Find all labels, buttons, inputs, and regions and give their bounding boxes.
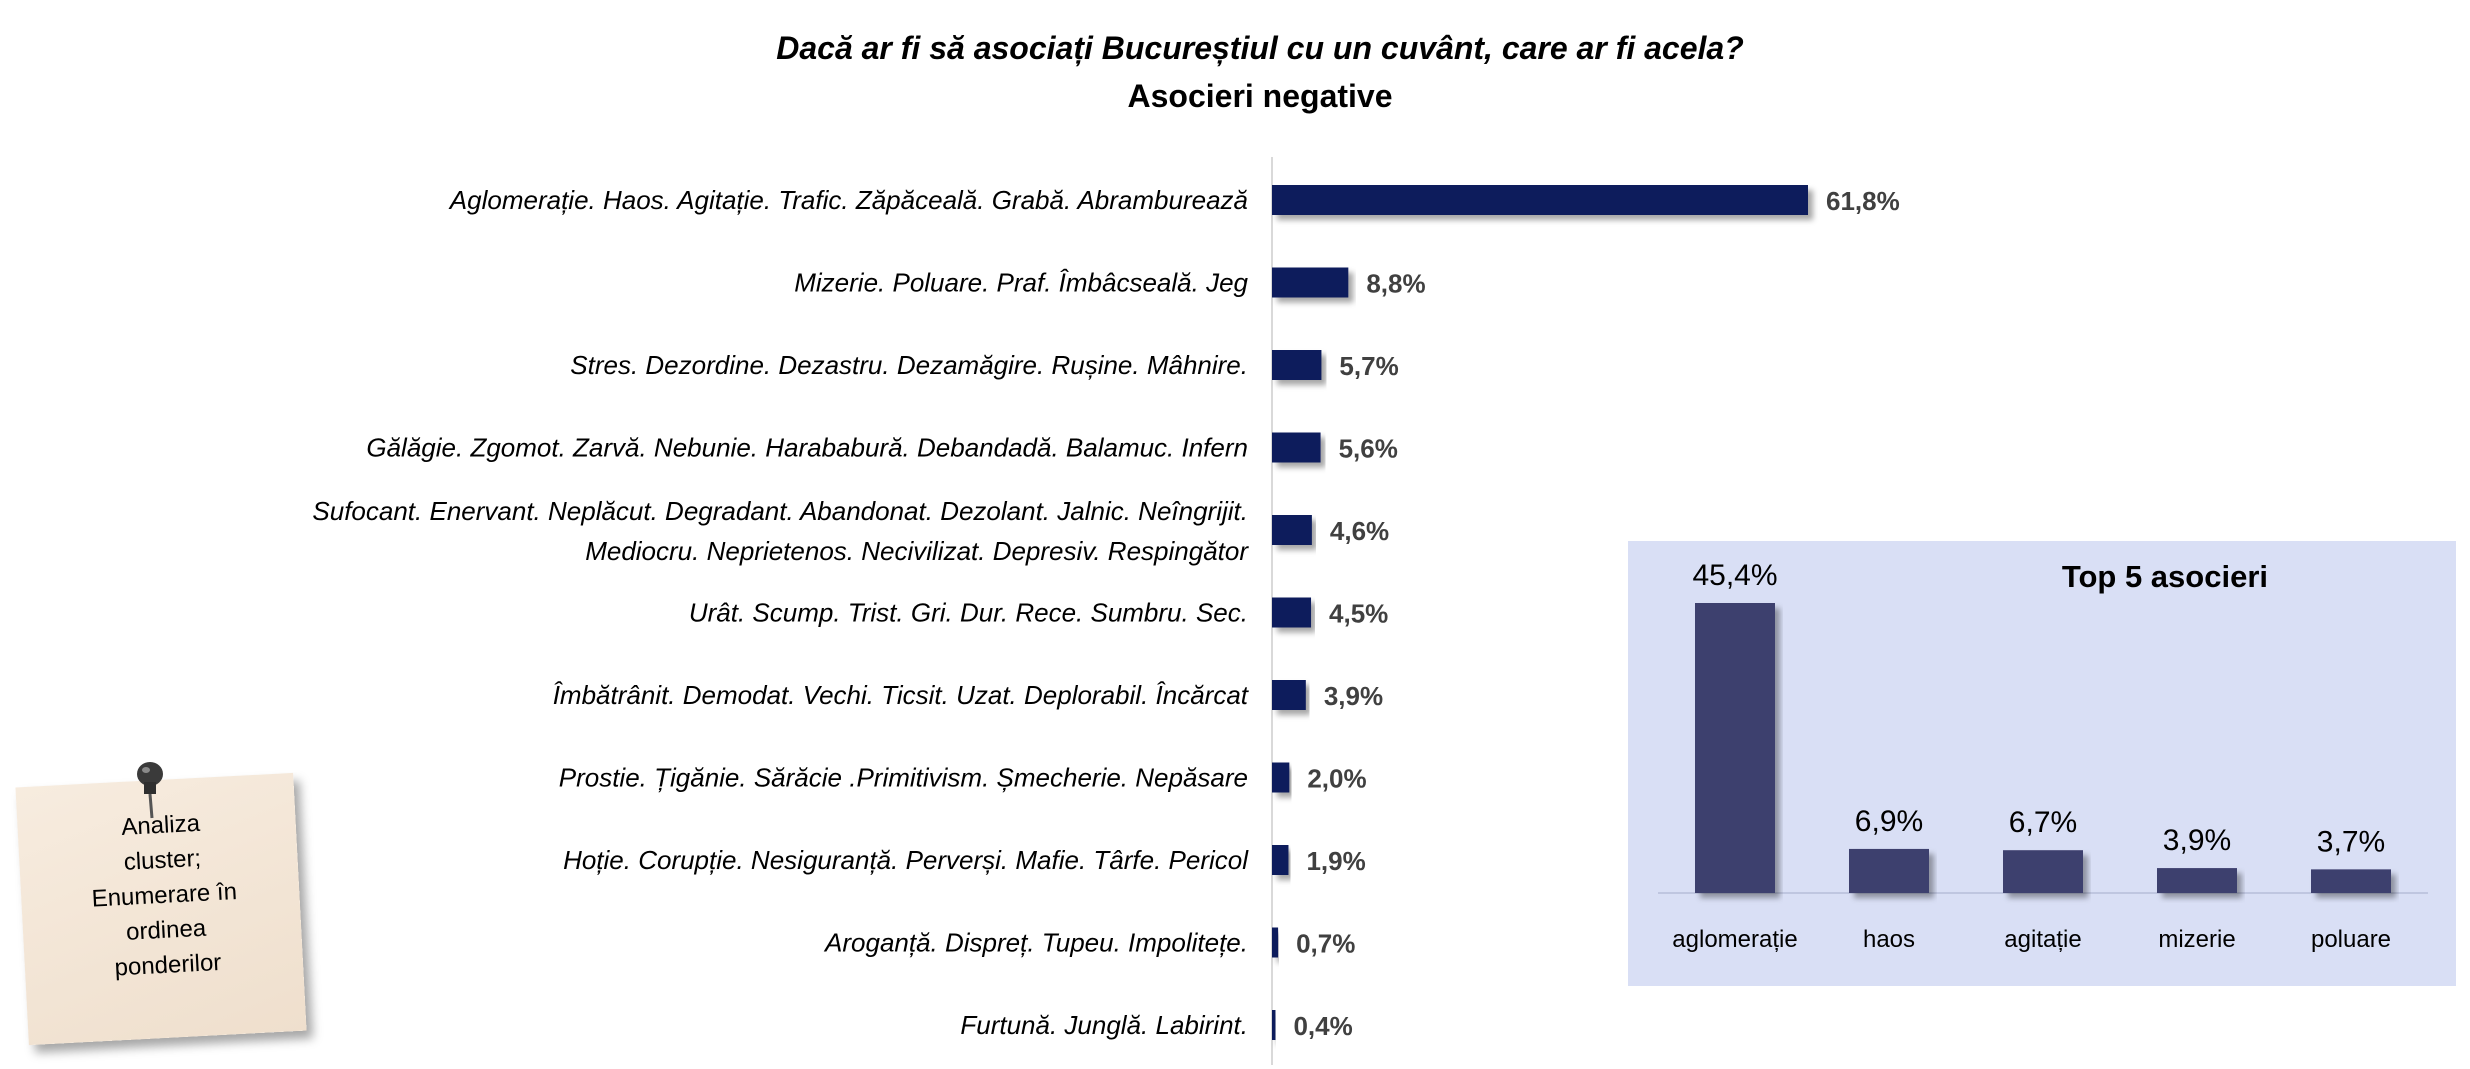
- column-category-label: aglomerație: [1672, 926, 1797, 953]
- column-category-label: haos: [1863, 926, 1915, 953]
- data-label: 0,7%: [1296, 929, 1355, 959]
- column-category-label: agitație: [2004, 926, 2081, 953]
- category-label: Sufocant. Enervant. Neplăcut. Degradant.…: [312, 496, 1248, 526]
- category-label: Gălăgie. Zgomot. Zarvă. Nebunie. Harabab…: [366, 433, 1248, 463]
- top5-title: Top 5 asocieri: [2061, 559, 2268, 594]
- top5-bar-chart: 45,4% aglomerație 6,9% haos 6,7% agitație 3,9%…: [1658, 559, 2428, 953]
- category-label: Hoție. Corupție. Nesiguranță. Perverși. …: [563, 845, 1249, 875]
- category-label: Mediocru. Neprietenos. Necivilizat. Depr…: [585, 536, 1249, 566]
- column-data-label: 3,7%: [2317, 825, 2385, 858]
- column-data-label: 6,7%: [2009, 806, 2077, 839]
- bar: [1272, 1010, 1276, 1040]
- data-label: 5,7%: [1339, 351, 1398, 381]
- data-label: 5,6%: [1339, 434, 1398, 464]
- chart-title: Dacă ar fi să asociați Bucureștiul cu un…: [776, 30, 1744, 66]
- column-data-label: 6,9%: [1855, 805, 1923, 838]
- bar: [1272, 680, 1306, 710]
- column-bar: [1849, 848, 1929, 893]
- category-label: Furtună. Junglă. Labirint.: [960, 1010, 1248, 1040]
- column-data-label: 45,4%: [1692, 559, 1777, 592]
- data-label: 4,6%: [1330, 516, 1389, 546]
- bar: [1272, 185, 1808, 215]
- bar: [1272, 762, 1290, 793]
- column-bar: [2157, 868, 2237, 893]
- column-data-label: 3,9%: [2163, 824, 2231, 857]
- chart-subtitle: Asocieri negative: [1127, 78, 1393, 114]
- category-label: Urât. Scump. Trist. Gri. Dur. Rece. Sumb…: [689, 598, 1248, 628]
- category-label: Aroganță. Dispreț. Tupeu. Impolitețe.: [823, 928, 1248, 958]
- note-text: Analiza cluster; Enumerare în ordinea ponder…: [35, 801, 294, 989]
- column-bar: [2003, 850, 2083, 893]
- category-label: Aglomerație. Haos. Agitație. Trafic. Zăp…: [448, 185, 1248, 215]
- data-label: 3,9%: [1324, 681, 1383, 711]
- column-bar: [2311, 869, 2391, 893]
- column-category-label: mizerie: [2158, 926, 2235, 953]
- category-label: Îmbătrânit. Demodat. Vechi. Ticsit. Uzat…: [553, 680, 1250, 710]
- bar: [1272, 267, 1349, 298]
- bar: [1272, 515, 1312, 545]
- data-label: 0,4%: [1293, 1011, 1352, 1041]
- bar: [1272, 350, 1322, 380]
- top5-panel: Top 5 asocieri 45,4% aglomerație 6,9% haos 6…: [1628, 541, 2456, 986]
- column-category-label: poluare: [2311, 926, 2391, 953]
- data-label: 1,9%: [1306, 846, 1365, 876]
- bar: [1272, 927, 1279, 958]
- data-label: 61,8%: [1826, 186, 1900, 216]
- column-bar: [1695, 603, 1775, 893]
- data-label: 8,8%: [1366, 269, 1425, 299]
- bar: [1272, 845, 1289, 875]
- category-label: Prostie. Țigănie. Sărăcie .Primitivism. …: [559, 763, 1248, 793]
- bar: [1272, 432, 1321, 463]
- data-label: 4,5%: [1329, 599, 1388, 629]
- bar: [1272, 597, 1312, 628]
- category-label: Mizerie. Poluare. Praf. Îmbâcseală. Jeg: [794, 268, 1248, 298]
- data-label: 2,0%: [1307, 764, 1366, 794]
- pushpin-icon: [137, 762, 163, 819]
- category-label: Stres. Dezordine. Dezastru. Dezamăgire. …: [570, 350, 1248, 380]
